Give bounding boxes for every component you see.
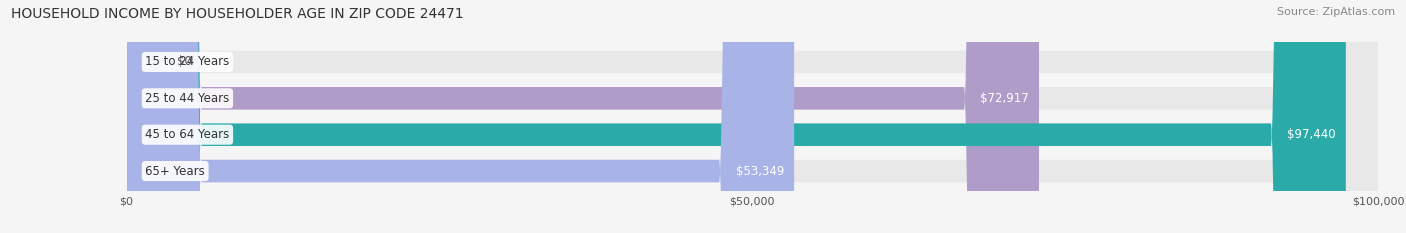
FancyBboxPatch shape bbox=[127, 0, 1378, 233]
Text: $97,440: $97,440 bbox=[1288, 128, 1336, 141]
FancyBboxPatch shape bbox=[127, 0, 1378, 233]
FancyBboxPatch shape bbox=[127, 0, 1378, 233]
Text: 15 to 24 Years: 15 to 24 Years bbox=[145, 55, 229, 69]
Text: $0: $0 bbox=[177, 55, 191, 69]
Text: $72,917: $72,917 bbox=[980, 92, 1029, 105]
Text: 65+ Years: 65+ Years bbox=[145, 164, 205, 178]
Text: 25 to 44 Years: 25 to 44 Years bbox=[145, 92, 229, 105]
FancyBboxPatch shape bbox=[127, 0, 794, 233]
FancyBboxPatch shape bbox=[127, 0, 1039, 233]
Text: Source: ZipAtlas.com: Source: ZipAtlas.com bbox=[1277, 7, 1395, 17]
FancyBboxPatch shape bbox=[127, 0, 1346, 233]
Text: $53,349: $53,349 bbox=[735, 164, 785, 178]
Text: HOUSEHOLD INCOME BY HOUSEHOLDER AGE IN ZIP CODE 24471: HOUSEHOLD INCOME BY HOUSEHOLDER AGE IN Z… bbox=[11, 7, 464, 21]
Text: 45 to 64 Years: 45 to 64 Years bbox=[145, 128, 229, 141]
FancyBboxPatch shape bbox=[127, 0, 1378, 233]
